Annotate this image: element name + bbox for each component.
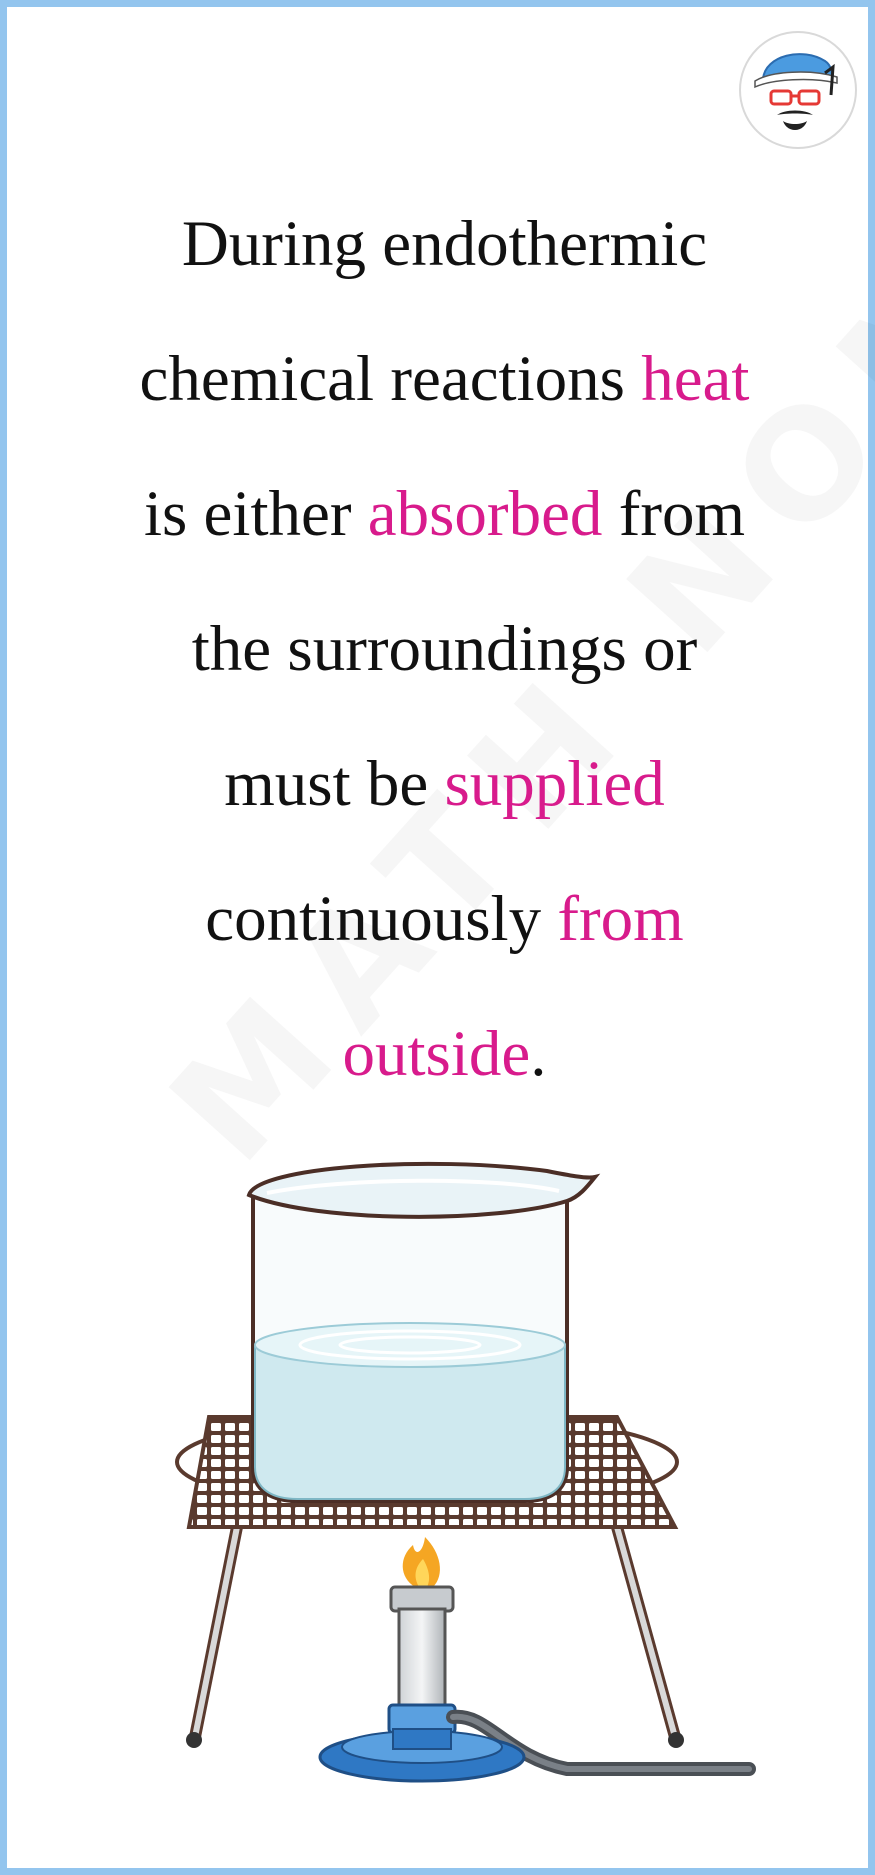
highlight-word-outside: outside: [342, 1018, 531, 1090]
text-segment: chemical reactions: [139, 343, 642, 415]
beaker-on-tripod-over-bunsen-burner: [175, 1161, 756, 1783]
text-segment: the surroundings or: [191, 613, 698, 685]
statement-line-6: continuously from: [47, 852, 842, 987]
flame: [402, 1537, 440, 1587]
bunsen-burner: [318, 1585, 756, 1783]
statement-line-7: outside.: [47, 987, 842, 1122]
cartoon-face-avatar-icon: [754, 53, 838, 130]
text-segment: from: [602, 478, 746, 550]
beaker: [246, 1161, 601, 1503]
text-segment: is either: [143, 478, 368, 550]
statement-text: During endothermic chemical reactions he…: [47, 177, 842, 1122]
statement-line-3: is either absorbed from: [47, 447, 842, 582]
text-segment: .: [530, 1018, 547, 1090]
statement-line-1: During endothermic: [47, 177, 842, 312]
tripod-legs: [186, 1521, 684, 1748]
text-segment: must be: [224, 748, 445, 820]
statement-line-5: must be supplied: [47, 717, 842, 852]
statement-line-2: chemical reactions heat: [47, 312, 842, 447]
text-segment: continuously: [205, 883, 558, 955]
statement-line-4: the surroundings or: [47, 582, 842, 717]
text-segment: During endothermic: [181, 208, 708, 280]
highlight-word-absorbed: absorbed: [367, 478, 603, 550]
avatar: [739, 31, 857, 149]
highlight-word-supplied: supplied: [444, 748, 665, 820]
highlight-word-from: from: [557, 883, 684, 955]
highlight-word-heat: heat: [641, 343, 750, 415]
